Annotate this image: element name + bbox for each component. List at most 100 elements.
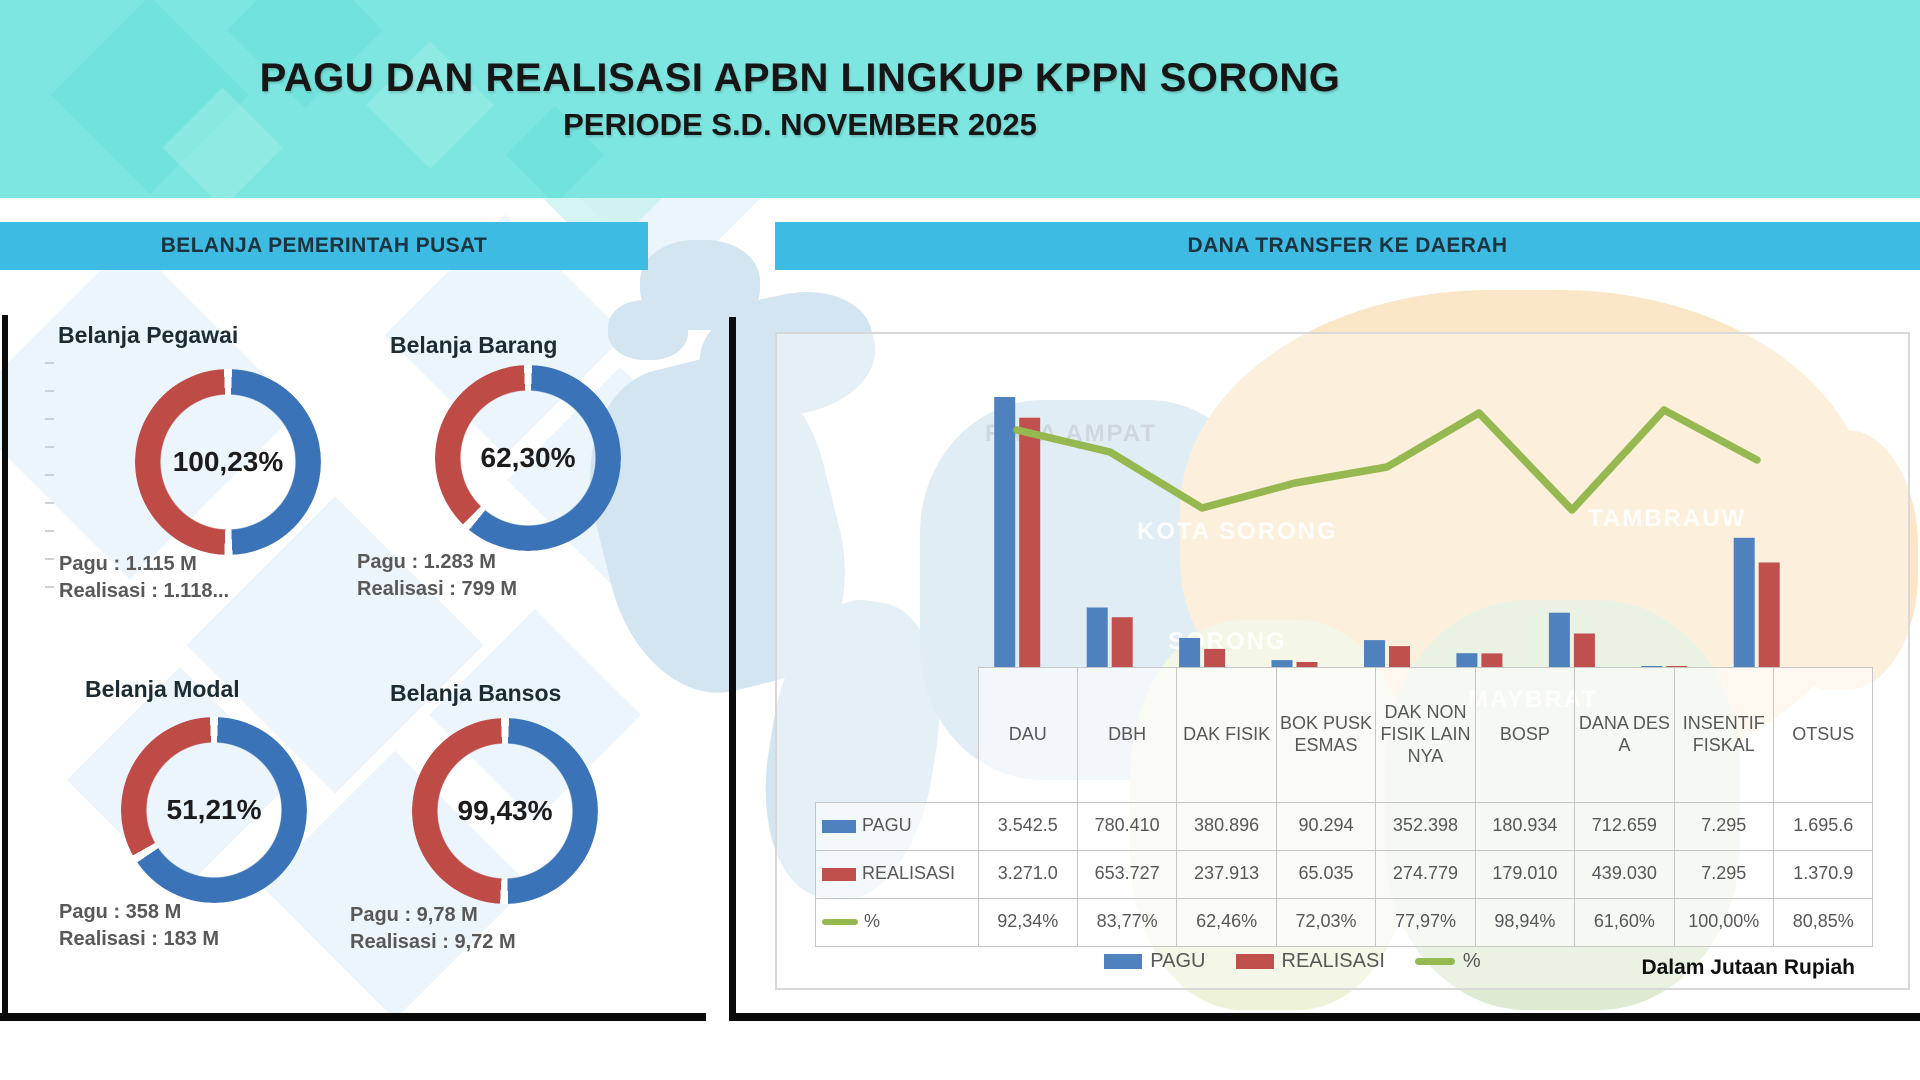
table-cell: 780.410 <box>1076 801 1178 851</box>
realisasi-label: Realisasi : 9,72 M <box>350 931 516 953</box>
donut-title-modal: Belanja Modal <box>85 676 240 702</box>
table-cell: 90.294 <box>1275 801 1377 851</box>
pagu-bar-dana-desa <box>1548 612 1570 667</box>
realisasi-label: Realisasi : 799 M <box>357 578 518 600</box>
table-cell: 3.271.0 <box>977 849 1078 899</box>
donut-values-barang: Pagu : 1.283 M Realisasi : 799 M <box>357 549 517 603</box>
donut-chart-bansos: 99,43% <box>412 718 598 904</box>
table-cell: 439.030 <box>1574 849 1675 899</box>
map-label-tambrauw: TAMBRAUW <box>1588 505 1747 532</box>
table-cell: 77,97% <box>1375 897 1476 947</box>
table-cell: 92,34% <box>977 897 1078 947</box>
table-row-realisasi: REALISASI 3.271.0 653.727 237.913 65.035 274.… <box>815 849 1874 899</box>
table-cell: 274.779 <box>1375 849 1476 899</box>
donut-percent-label: 62,30% <box>480 442 576 473</box>
table-corner-cell <box>816 668 979 803</box>
pagu-label: Pagu : 358 M <box>59 901 182 923</box>
table-cell: 1.370.9 <box>1772 849 1874 899</box>
axis-tick <box>45 390 54 392</box>
realisasi-bar-dbh <box>1111 617 1133 667</box>
donut-values-pegawai: Pagu : 1.115 M Realisasi : 1.118... <box>59 551 229 605</box>
percent-line-swatch <box>822 919 858 926</box>
realisasi-bar-dau <box>1019 417 1041 667</box>
section-header-left-label: BELANJA PEMERINTAH PUSAT <box>160 234 488 257</box>
table-cell: 237.913 <box>1176 849 1277 899</box>
donut-values-bansos: Pagu : 9,78 M Realisasi : 9,72 M <box>350 902 516 956</box>
section-header-right-label: DANA TRANSFER KE DAERAH <box>1187 234 1508 257</box>
realisasi-bar-dana-desa <box>1573 633 1595 667</box>
axis-tick <box>45 362 54 364</box>
table-cell: 61,60% <box>1574 897 1675 947</box>
table-header-cell: INSENTIF FISKAL <box>1673 667 1775 803</box>
map-region-tambrauw-east <box>1760 430 1918 690</box>
table-header-cell: DAK FISIK <box>1176 667 1277 803</box>
percent-line <box>1013 406 1761 514</box>
realisasi-label: Realisasi : 183 M <box>59 928 220 950</box>
table-cell: 712.659 <box>1574 801 1675 851</box>
donut-ring <box>135 369 321 555</box>
donut-chart-barang: 62,30% <box>435 365 621 551</box>
table-row-percent: % 92,34% 83,77% 62,46% 72,03% 77,97% 98,94% 61,… <box>815 897 1874 947</box>
donut-values-modal: Pagu : 358 M Realisasi : 183 M <box>59 899 219 953</box>
page-subtitle: PERIODE S.D. NOVEMBER 2025 <box>563 106 1037 142</box>
table-cell: 100,00% <box>1673 897 1775 947</box>
legend-label: PAGU <box>1150 950 1206 972</box>
table-row-label: REALISASI <box>815 849 979 899</box>
right-panel-border <box>729 317 736 1020</box>
pagu-bar-dak-fisik <box>1179 638 1201 667</box>
pagu-bar-bok-puskesmas <box>1271 660 1293 667</box>
axis-tick <box>45 474 54 476</box>
donut-title-bansos: Belanja Bansos <box>390 680 562 706</box>
donut-ring <box>412 718 598 904</box>
donut-ring <box>121 717 307 903</box>
unit-note: Dalam Jutaan Rupiah <box>1641 956 1855 979</box>
right-panel-border <box>729 1013 1920 1021</box>
table-row-label: PAGU <box>815 801 979 851</box>
donut-percent-label: 100,23% <box>172 446 284 477</box>
donut-ring <box>435 365 621 551</box>
pagu-bar-dau <box>994 397 1016 667</box>
left-panel-border <box>0 1013 706 1021</box>
pagu-bar-dbh <box>1086 607 1108 667</box>
donut-title-barang: Belanja Barang <box>390 332 558 358</box>
axis-tick <box>45 418 54 420</box>
table-cell: 65.035 <box>1275 849 1377 899</box>
pagu-bar-dak-non-fisik-lainnya <box>1364 640 1385 667</box>
page-title: PAGU DAN REALISASI APBN LINGKUP KPPN SOR… <box>259 55 1341 100</box>
table-cell: 380.896 <box>1176 801 1277 851</box>
table-cell: 80,85% <box>1772 897 1874 947</box>
axis-tick <box>45 586 54 588</box>
table-header-cell: BOK PUSKESMAS <box>1275 667 1377 803</box>
pagu-bar-insentif-fiskal <box>1641 666 1663 667</box>
pagu-bar-otsus <box>1733 537 1755 667</box>
pagu-label: Pagu : 1.283 M <box>357 551 496 573</box>
table-cell: 653.727 <box>1076 849 1178 899</box>
table-cell: 179.010 <box>1474 849 1576 899</box>
realisasi-bar-dak-non-fisik-lainnya <box>1389 646 1410 667</box>
legend-label: % <box>1462 950 1481 972</box>
pagu-bar-bosp <box>1456 653 1478 667</box>
legend-swatch-icon <box>1104 954 1143 969</box>
axis-tick <box>45 558 54 560</box>
map-label-kota-sorong: KOTA SORONG <box>1137 518 1338 545</box>
axis-tick <box>45 446 54 448</box>
table-cell: 7.295 <box>1673 849 1775 899</box>
donut-title-pegawai: Belanja Pegawai <box>58 322 239 348</box>
axis-tick <box>45 502 54 504</box>
table-cell: 1.695.6 <box>1772 801 1874 851</box>
table-row-label: % <box>815 897 979 947</box>
pagu-label: Pagu : 1.115 M <box>59 553 197 575</box>
donut-percent-label: 51,21% <box>166 794 262 825</box>
table-cell: 83,77% <box>1076 897 1178 947</box>
legend-line-icon <box>1414 958 1455 965</box>
series-swatch <box>822 867 856 881</box>
legend-swatch-icon <box>1235 954 1274 969</box>
table-header-cell: BOSP <box>1474 667 1576 803</box>
series-swatch <box>822 819 856 833</box>
donut-chart-pegawai: 100,23% <box>135 369 321 555</box>
left-panel-border <box>2 315 8 1020</box>
table-cell: 352.398 <box>1375 801 1476 851</box>
table-header-row: DAU DBH DAK FISIK BOK PUSKESMAS DAK NON FISI… <box>816 667 1874 803</box>
table-cell: 72,03% <box>1275 897 1377 947</box>
table-cell: 62,46% <box>1176 897 1277 947</box>
